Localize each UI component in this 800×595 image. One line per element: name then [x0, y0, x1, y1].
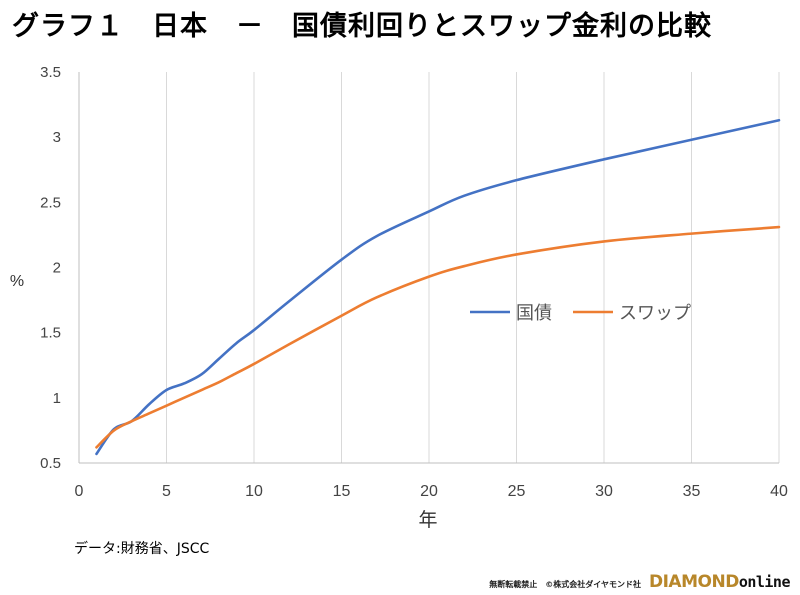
legend-label-0: 国債 — [516, 303, 552, 323]
y-tick-3: 3 — [53, 129, 61, 146]
x-tick-25: 25 — [508, 483, 526, 500]
x-tick-35: 35 — [683, 483, 701, 500]
footer: 無断転載禁止 ©株式会社ダイヤモンド社 DIAMONDonline — [489, 572, 790, 592]
diamond-online-logo[interactable]: DIAMONDonline — [649, 572, 791, 592]
axes — [78, 72, 779, 464]
brand-main: DIAMOND — [649, 572, 739, 592]
x-tick-0: 0 — [75, 483, 84, 500]
legend-entry-1: スワップ — [573, 303, 691, 323]
x-axis-label: 年 — [418, 509, 437, 531]
source-note: データ:財務省、JSCC — [74, 541, 210, 557]
gridlines — [166, 72, 780, 463]
legend-entry-0: 国債 — [470, 303, 552, 323]
series-line-1 — [95, 225, 781, 449]
series-line-0 — [95, 118, 781, 456]
legend: 国債 スワップ — [470, 303, 691, 323]
copyright-notice: 無断転載禁止 ©株式会社ダイヤモンド社 — [489, 580, 641, 589]
y-tick-labels: 0.5 1 1.5 2 2.5 3 3.5 — [40, 64, 61, 472]
y-tick-1.5: 1.5 — [40, 325, 61, 342]
y-tick-1: 1 — [53, 390, 61, 407]
x-tick-15: 15 — [333, 483, 351, 500]
x-tick-10: 10 — [245, 483, 263, 500]
x-tick-labels: 0 5 10 15 20 25 30 35 40 — [75, 483, 788, 500]
x-tick-5: 5 — [162, 483, 171, 500]
x-tick-30: 30 — [595, 483, 613, 500]
x-tick-20: 20 — [420, 483, 438, 500]
y-tick-2: 2 — [53, 260, 61, 277]
y-tick-0.5: 0.5 — [40, 455, 61, 472]
x-tick-40: 40 — [770, 483, 788, 500]
y-axis-label: % — [10, 273, 24, 290]
series-lines — [95, 118, 781, 456]
y-tick-3.5: 3.5 — [40, 64, 61, 81]
chart-title: グラフ１ 日本 － 国債利回りとスワップ金利の比較 — [12, 11, 712, 42]
brand-sub: online — [738, 573, 791, 591]
y-tick-2.5: 2.5 — [40, 194, 61, 211]
legend-label-1: スワップ — [619, 303, 691, 323]
